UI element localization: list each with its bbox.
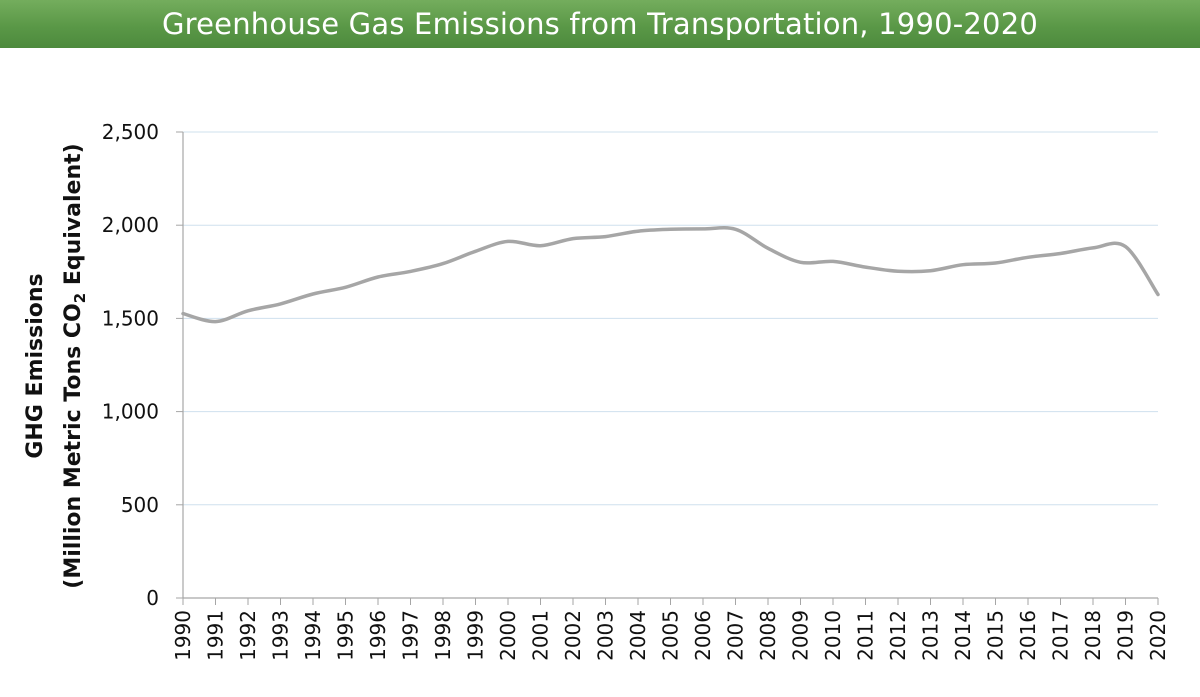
x-tick-label: 2009 (789, 610, 813, 661)
y-tick-label: 0 (146, 586, 159, 610)
x-tick-label: 2019 (1114, 610, 1138, 661)
y-tick-label: 2,000 (102, 213, 159, 237)
gridlines (183, 131, 1158, 506)
series-line (181, 226, 1160, 324)
y-axis-title-line2-sub: 2 (71, 293, 89, 303)
x-tick-label: 2003 (594, 610, 618, 661)
x-tick-label: 1998 (431, 610, 455, 661)
x-tick-label: 2020 (1146, 610, 1170, 661)
y-axis-title-line1: GHG Emissions (23, 273, 48, 458)
x-tick-label: 2011 (854, 610, 878, 661)
x-tick-label: 2013 (919, 610, 943, 661)
x-tick-label: 2007 (724, 610, 748, 661)
y-tick-label: 1,500 (102, 306, 159, 330)
x-tick-label: 1995 (334, 610, 358, 661)
x-tick-label: 2004 (626, 610, 650, 661)
axes (182, 132, 1158, 599)
x-axis-ticks: 1990 1991 1992 1993 1994 1995 1996 1997 1998 1999… (171, 598, 1170, 661)
x-tick-label: 2008 (756, 610, 780, 661)
x-tick-label: 2017 (1049, 610, 1073, 661)
y-axis-title: GHG Emissions (Million Metric Tons CO2 E… (23, 143, 89, 588)
y-axis-title-line1-text: GHG Emissions (23, 273, 48, 458)
x-tick-label: 1999 (464, 610, 488, 661)
y-axis-title-line2-suffix: Equivalent) (61, 143, 86, 293)
y-tick-label: 500 (121, 493, 159, 517)
x-tick-label: 2001 (529, 610, 553, 661)
x-tick-label: 1990 (171, 610, 195, 661)
y-tick-label: 1,000 (102, 400, 159, 424)
x-tick-label: 2018 (1081, 610, 1105, 661)
x-tick-label: 1993 (269, 610, 293, 661)
y-axis-title-line2-prefix: (Million Metric Tons CO (61, 303, 86, 588)
chart-title: Greenhouse Gas Emissions from Transporta… (161, 7, 1039, 41)
x-tick-label: 2002 (561, 610, 585, 661)
y-axis-title-line2: (Million Metric Tons CO2 Equivalent) (61, 143, 89, 588)
y-axis-ticks: 0 500 1,000 1,500 2,000 2,500 (102, 120, 183, 610)
y-tick-label: 2,500 (102, 120, 159, 144)
x-tick-label: 2014 (951, 610, 975, 661)
series (181, 226, 1160, 324)
x-tick-label: 1994 (301, 610, 325, 661)
title-bar: Greenhouse Gas Emissions from Transporta… (0, 0, 1200, 48)
x-tick-label: 2000 (496, 610, 520, 661)
x-tick-label: 1991 (204, 610, 228, 661)
x-tick-label: 2012 (886, 610, 910, 661)
x-tick-label: 1997 (399, 610, 423, 661)
x-tick-label: 2006 (691, 610, 715, 661)
x-tick-label: 2005 (659, 610, 683, 661)
x-tick-label: 1996 (366, 610, 390, 661)
x-tick-label: 2015 (984, 610, 1008, 661)
x-tick-label: 1992 (236, 610, 260, 661)
x-tick-label: 2010 (821, 610, 845, 661)
x-tick-label: 2016 (1016, 610, 1040, 661)
